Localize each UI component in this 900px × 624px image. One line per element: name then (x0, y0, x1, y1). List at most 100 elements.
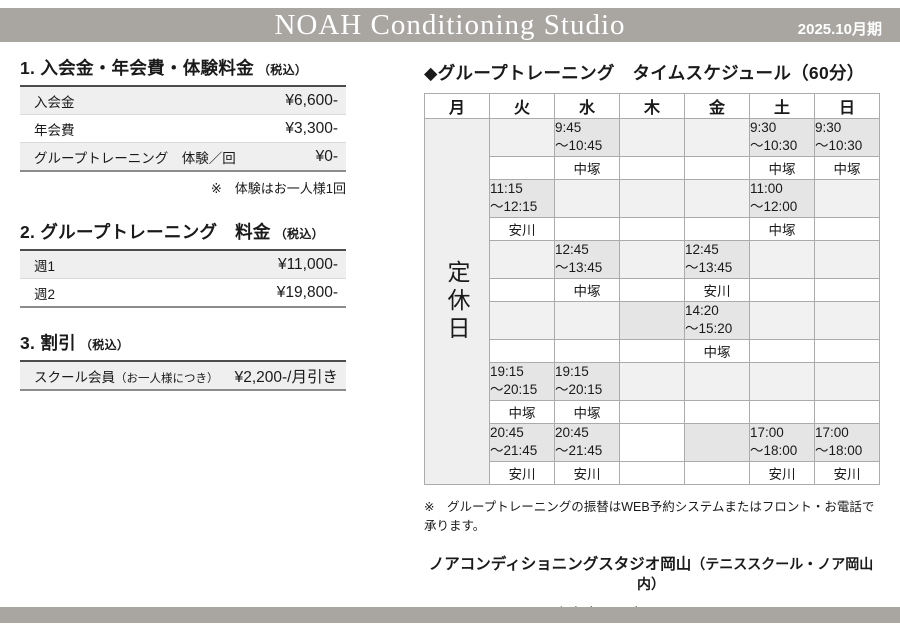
schedule-teacher-cell (554, 339, 620, 363)
schedule-time-cell (489, 118, 555, 157)
schedule-teacher-cell: 安川 (684, 278, 750, 302)
schedule-teacher-cell (619, 339, 685, 363)
schedule-teacher-cell (814, 278, 880, 302)
pricing-table: 週1 ¥11,000- 週2 ¥19,800- (20, 249, 346, 308)
pricing-label: 入会金 (34, 94, 75, 110)
schedule-table: 月火水木金土日定休日 9:45 ～10:45 9:30 ～10:30 9:30 ～10… (424, 93, 880, 485)
schedule-teacher-cell: 中塚 (489, 400, 555, 424)
time-row: 20:45 ～21:45 20:45 ～21:45 17:00 ～18:00 17:0… (425, 423, 880, 462)
pricing-table: 入会金 ¥6,600- 年会費 ¥3,300- グループトレーニング 体験／回 ¥0- (20, 85, 346, 172)
schedule-time-cell (814, 179, 880, 218)
schedule-time-cell (489, 301, 555, 340)
schedule-time-cell (684, 423, 750, 462)
day-header-cell: 火 (489, 93, 555, 119)
schedule-teacher-cell: 中塚 (814, 156, 880, 180)
footer-studio-name-line: ノアコンディショニングスタジオ岡山（テニススクール・ノア岡山 内） (420, 552, 887, 594)
schedule-time-cell: 20:45 ～21:45 (554, 423, 620, 462)
bottom-bar (0, 607, 900, 623)
pricing-value: ¥19,800- (276, 283, 338, 301)
schedule-time-cell: 9:30 ～10:30 (749, 118, 815, 157)
pricing-label: グループトレーニング 体験／回 (34, 150, 236, 166)
schedule-time-cell (814, 362, 880, 401)
section-heading: 3. 割引 （税込） (20, 330, 346, 355)
schedule-teacher-cell (619, 461, 685, 485)
tax-included-note: （税込） (79, 338, 130, 352)
pricing-label: 週1 (34, 258, 56, 274)
schedule-teacher-cell (619, 217, 685, 241)
section-heading-text: 2. グループトレーニング 料金 (20, 222, 271, 242)
time-row: 12:45 ～13:45 12:45 ～13:45 (425, 240, 880, 279)
schedule-time-cell: 20:45 ～21:45 (489, 423, 555, 462)
day-header-cell: 木 (619, 93, 685, 119)
pricing-row: 年会費 ¥3,300- (20, 114, 346, 142)
schedule-teacher-cell: 安川 (554, 461, 620, 485)
schedule-time-cell: 19:15 ～20:15 (554, 362, 620, 401)
schedule-time-cell (619, 362, 685, 401)
teacher-row: 安川 中塚 (425, 217, 880, 241)
section-heading-text: 3. 割引 (20, 333, 76, 353)
teacher-row: 中塚 (425, 339, 880, 363)
pricing-column: 1. 入会金・年会費・体験料金 （税込） 入会金 ¥6,600- 年会費 ¥3,300- グ… (20, 55, 346, 413)
schedule-time-cell: 17:00 ～18:00 (749, 423, 815, 462)
schedule-time-cell (554, 179, 620, 218)
pricing-value: ¥3,300- (285, 119, 338, 137)
pricing-section-2: 2. グループトレーニング 料金 （税込） 週1 ¥11,000- 週2 ¥19,800- (20, 219, 346, 308)
period-label: 2025.10月期 (797, 21, 882, 38)
pricing-value: ¥11,000- (277, 255, 338, 273)
pricing-label: 週2 (34, 286, 56, 302)
monday-closed-cell: 定休日 (424, 118, 490, 485)
schedule-time-cell (554, 301, 620, 340)
schedule-time-cell (619, 301, 685, 340)
pricing-row: 入会金 ¥6,600- (20, 87, 346, 114)
schedule-time-cell (749, 301, 815, 340)
schedule-teacher-cell (619, 156, 685, 180)
studio-name-sub: （テニススクール・ノア岡山 内） (637, 556, 888, 592)
time-row: 14:20 ～15:20 (425, 301, 880, 340)
schedule-teacher-cell (554, 217, 620, 241)
schedule-teacher-cell: 安川 (489, 217, 555, 241)
schedule-time-cell (619, 118, 685, 157)
schedule-note: ※ グループトレーニングの振替はWEB予約システムまたはフロント・お電話で承りま… (424, 500, 875, 533)
schedule-time-cell (489, 240, 555, 279)
schedule-teacher-cell (684, 156, 750, 180)
day-header-row: 月火水木金土日 (424, 93, 880, 119)
pricing-label-note: （お一人様につき） (115, 372, 219, 385)
pricing-section-1: 1. 入会金・年会費・体験料金 （税込） 入会金 ¥6,600- 年会費 ¥3,300- グ… (20, 55, 346, 197)
schedule-title: ◆グループトレーニング タイムスケジュール（60分） (424, 63, 865, 83)
pricing-table: スクール会員（お一人様につき） ¥2,200-/月引き (20, 360, 346, 391)
schedule-teacher-cell (749, 278, 815, 302)
schedule-time-cell: 11:00 ～12:00 (749, 179, 815, 218)
schedule-time-cell: 19:15 ～20:15 (489, 362, 555, 401)
pricing-note: ※ 体験はお一人様1回 (210, 181, 346, 196)
schedule-teacher-cell (749, 400, 815, 424)
schedule-teacher-cell (619, 400, 685, 424)
schedule-teacher-cell: 安川 (489, 461, 555, 485)
teacher-row: 中塚 安川 (425, 278, 880, 302)
day-header-cell: 金 (684, 93, 750, 119)
section-heading: 1. 入会金・年会費・体験料金 （税込） (20, 55, 346, 80)
schedule-time-cell (814, 301, 880, 340)
schedule-time-cell: 9:30 ～10:30 (814, 118, 880, 157)
schedule-teacher-cell (749, 339, 815, 363)
schedule-teacher-cell (684, 400, 750, 424)
schedule-teacher-cell: 中塚 (554, 400, 620, 424)
schedule-time-cell (814, 240, 880, 279)
pricing-row: 週1 ¥11,000- (20, 251, 346, 278)
closed-day-label: 定休日 (444, 259, 470, 344)
schedule-teacher-cell (489, 339, 555, 363)
section-heading: 2. グループトレーニング 料金 （税込） (20, 219, 346, 244)
schedule-time-cell: 9:45 ～10:45 (554, 118, 620, 157)
schedule-teacher-cell (814, 339, 880, 363)
schedule-time-cell (619, 179, 685, 218)
schedule-time-cell: 12:45 ～13:45 (554, 240, 620, 279)
day-header-cell: 月 (424, 93, 490, 119)
schedule-column: ◆グループトレーニング タイムスケジュール（60分） 月火水木金土日定休日 9:4… (424, 60, 880, 534)
time-row: 11:15 ～12:15 11:00 ～12:00 (425, 179, 880, 218)
day-header-cell: 土 (749, 93, 815, 119)
pricing-row: グループトレーニング 体験／回 ¥0- (20, 142, 346, 170)
schedule-teacher-cell (814, 400, 880, 424)
day-header-cell: 日 (814, 93, 880, 119)
time-row: 定休日 9:45 ～10:45 9:30 ～10:30 9:30 ～10:30 (424, 118, 880, 485)
schedule-teacher-cell: 安川 (814, 461, 880, 485)
pricing-value: ¥0- (315, 147, 338, 165)
